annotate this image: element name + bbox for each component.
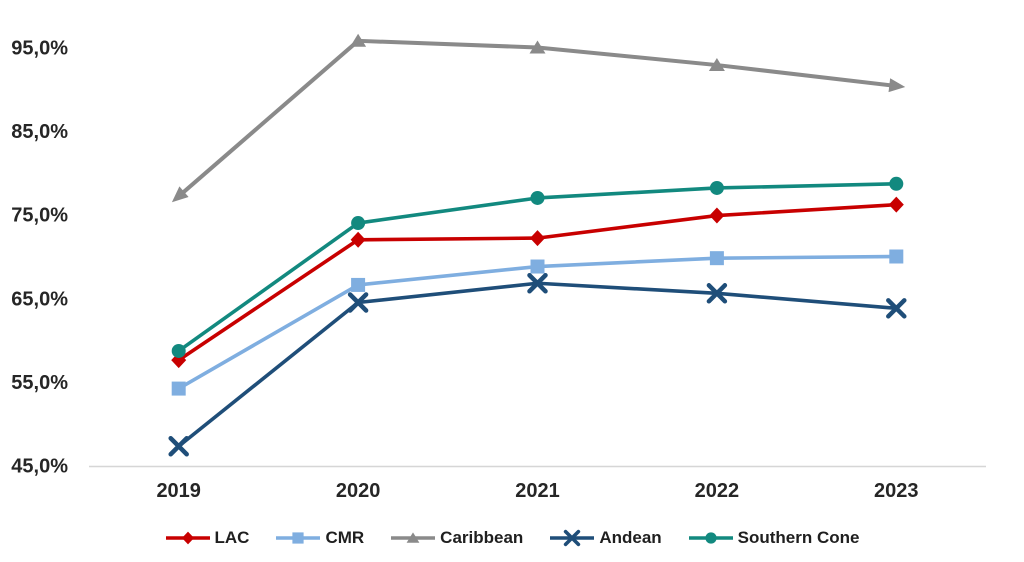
y-axis-tick-label: 75,0% — [11, 205, 68, 227]
x-marker — [706, 283, 728, 304]
square-marker — [292, 532, 305, 544]
x-axis-tick-label: 2023 — [874, 480, 919, 502]
x-axis-tick-label: 2022 — [695, 480, 740, 502]
square-marker — [171, 381, 186, 396]
circle-marker — [351, 216, 366, 231]
square-marker — [530, 259, 545, 274]
arrowhead-marker — [888, 78, 906, 93]
diamond-marker — [709, 207, 725, 224]
diamond-marker — [888, 196, 904, 213]
x-axis-tick-label: 2020 — [336, 480, 381, 502]
legend-swatch-andean — [550, 529, 595, 547]
legend-label: CMR — [325, 528, 365, 547]
legend-swatch-caribbean — [391, 532, 436, 543]
triangle-marker — [350, 33, 367, 47]
arrowhead-marker — [171, 186, 189, 203]
legend-swatch-lac — [165, 531, 210, 545]
diamond-marker — [350, 231, 366, 248]
x-marker — [886, 298, 907, 319]
legend-item-southern-cone: Southern Cone — [688, 528, 860, 548]
circle-marker — [530, 190, 545, 205]
legend-item-lac: LAC — [165, 528, 250, 548]
y-axis-tick-label: 55,0% — [11, 372, 68, 394]
x-marker — [564, 529, 581, 547]
legend-label: Caribbean — [440, 528, 524, 547]
triangle-marker — [529, 40, 546, 54]
triangle-marker — [708, 58, 725, 72]
series-line-andean — [176, 281, 899, 449]
legend-item-andean: Andean — [549, 528, 662, 548]
legend-label: LAC — [214, 528, 250, 547]
x-marker — [527, 273, 548, 294]
legend-swatch-southern-cone — [688, 532, 733, 544]
legend-label: Andean — [599, 528, 662, 547]
square-marker — [709, 251, 724, 266]
series-line-caribbean — [176, 38, 899, 199]
triangle-marker — [406, 532, 420, 543]
y-axis-tick-label: 65,0% — [11, 288, 68, 310]
circle-marker — [889, 176, 904, 191]
y-axis-tick-label: 45,0% — [11, 456, 68, 478]
legend-label: Southern Cone — [737, 528, 860, 547]
y-axis-tick-label: 95,0% — [11, 38, 68, 60]
diamond-marker — [181, 531, 194, 545]
circle-marker — [705, 532, 717, 544]
x-axis-tick-label: 2019 — [156, 480, 201, 502]
legend-swatch-cmr — [276, 532, 321, 544]
chart-legend: LAC CMR Caribbean Andean Southern Cone — [0, 524, 1024, 552]
x-marker — [168, 436, 189, 457]
square-marker — [889, 249, 904, 264]
diamond-marker — [530, 230, 545, 247]
circle-marker — [171, 343, 186, 358]
square-marker — [351, 277, 366, 292]
y-axis-tick-label: 85,0% — [11, 121, 68, 143]
legend-item-cmr: CMR — [275, 528, 364, 548]
legend-item-caribbean: Caribbean — [390, 528, 523, 548]
x-marker — [347, 292, 369, 313]
circle-marker — [709, 180, 724, 195]
x-axis-tick-label: 2021 — [515, 480, 560, 502]
